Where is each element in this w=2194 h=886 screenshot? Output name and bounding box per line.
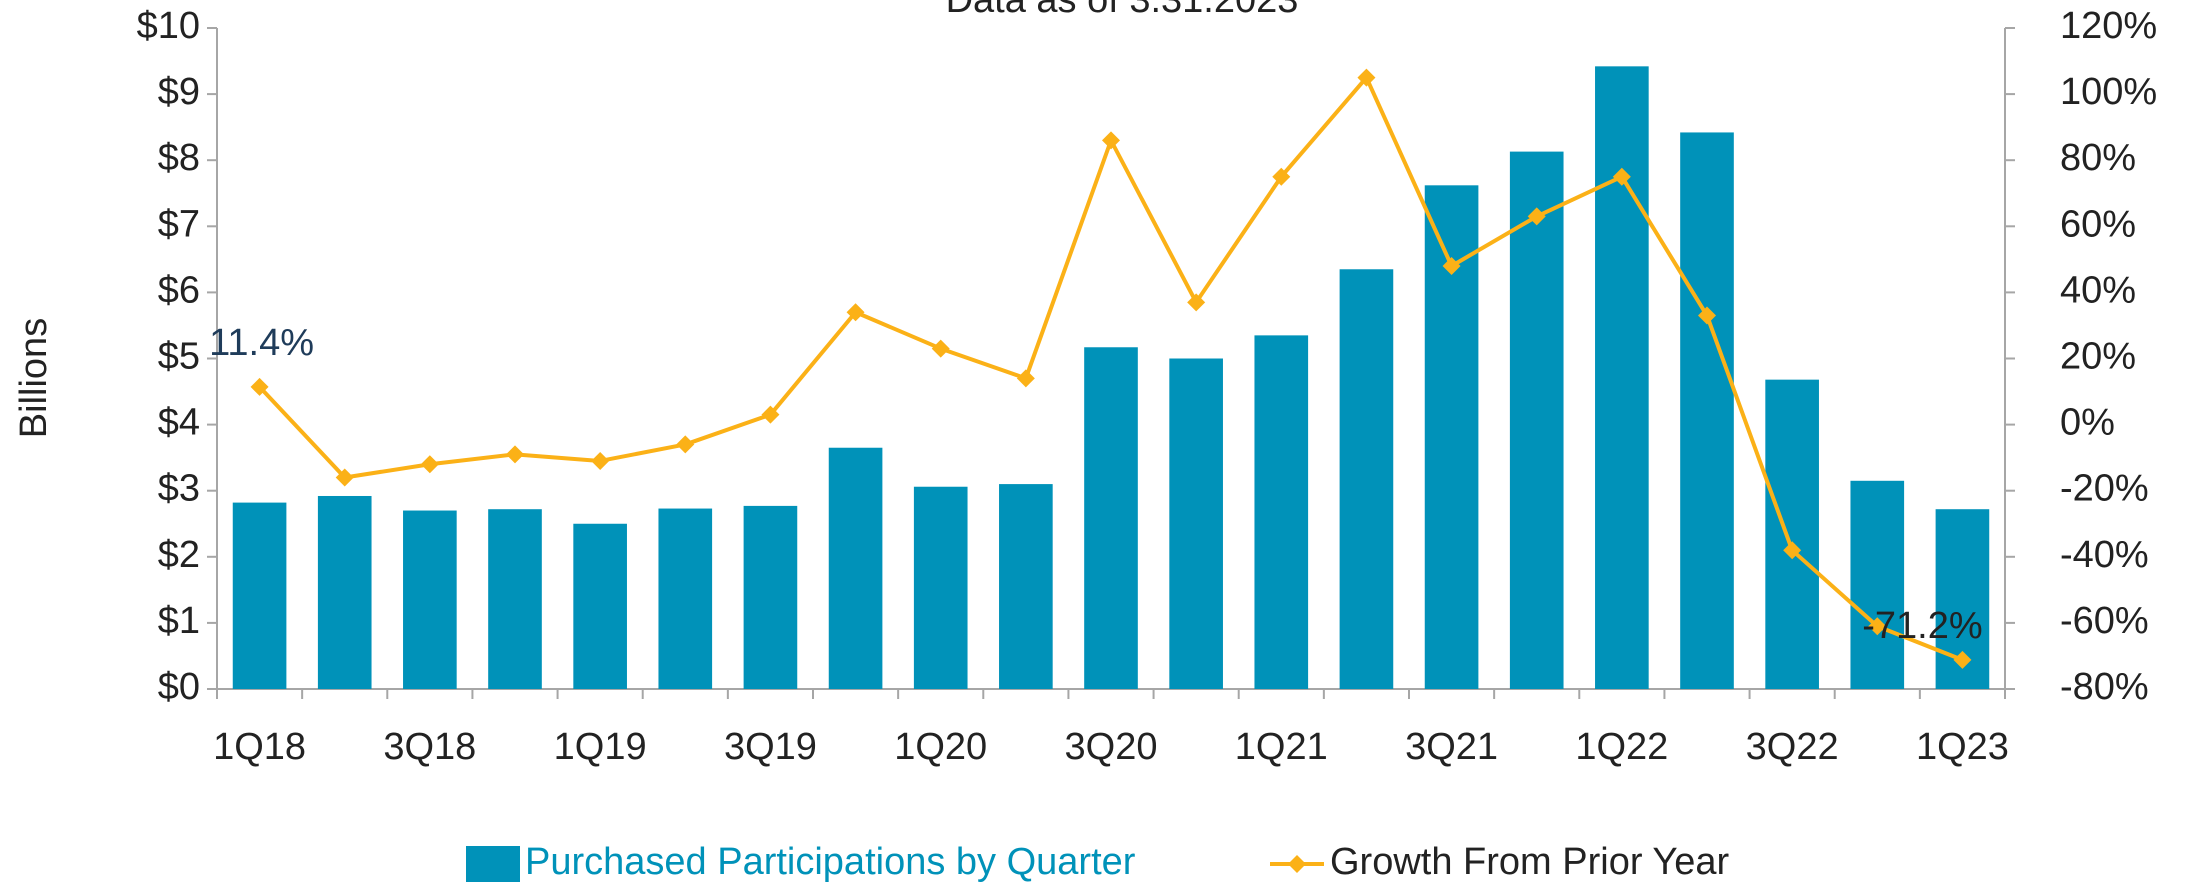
bar [317,495,372,689]
x-tick-label: 3Q21 [1405,726,1498,768]
line-marker [1442,256,1461,275]
x-tick-label: 3Q19 [724,726,817,768]
line-marker [1527,207,1546,226]
line-marker [846,303,865,322]
data-label: 11.4% [209,322,314,364]
bar [1509,151,1564,689]
y-axis-label: Billions [13,318,55,438]
bar [913,486,968,689]
x-tick-label: 3Q20 [1065,726,1158,768]
y-tick-label: $8 [158,137,200,179]
legend-swatch [1288,855,1306,873]
line-marker [1187,293,1206,312]
bar [999,484,1053,689]
line-marker [1357,68,1376,87]
x-tick-label: 3Q18 [383,726,476,768]
bar [828,447,883,689]
y-tick-label: $9 [158,71,200,113]
line-marker [1868,617,1887,636]
x-tick-label: 1Q20 [894,726,987,768]
y2-tick-label: -40% [2060,534,2149,576]
line-marker [1102,131,1120,150]
y-tick-label: $7 [158,203,200,245]
bar [1680,132,1734,690]
y-tick-label: $6 [158,269,200,311]
bar [1339,269,1394,689]
bar [488,509,542,689]
line-marker [1612,167,1631,186]
bar [573,523,627,689]
y2-tick-label: 100% [2060,71,2157,113]
y2-tick-label: 40% [2060,269,2136,311]
y2-tick-label: 0% [2060,402,2115,444]
line-marker [250,377,269,396]
line-marker [420,455,439,474]
legend-swatch [466,846,520,882]
bar [403,510,457,689]
line-marker [1953,650,1972,669]
line-marker [931,339,950,358]
chart-subtitle: Data as of 3.31.2023 [946,0,1299,21]
x-tick-label: 1Q22 [1575,726,1668,768]
x-tick-label: 1Q21 [1235,726,1328,768]
y-tick-label: $5 [158,336,200,378]
line-marker [506,445,524,464]
y-tick-label: $10 [137,5,200,47]
line-marker [1698,306,1716,325]
y2-tick-label: 80% [2060,137,2136,179]
y-tick-label: $2 [158,534,200,576]
y2-tick-label: 120% [2060,5,2157,47]
y2-tick-label: -60% [2060,600,2149,642]
y2-tick-label: 20% [2060,336,2136,378]
line-marker [1016,369,1035,388]
y2-tick-label: 60% [2060,203,2136,245]
bar [1595,66,1649,689]
y-tick-label: $4 [158,402,200,444]
y-tick-label: $1 [158,600,200,642]
y2-tick-label: -80% [2060,666,2149,708]
line-marker [761,405,780,424]
x-tick-label: 1Q19 [554,726,647,768]
line-marker [1272,167,1291,186]
y-tick-label: $3 [158,468,200,510]
bar [232,502,287,689]
line-marker [335,468,354,487]
legend-label: Growth From Prior Year [1330,841,1729,883]
bar [743,505,798,689]
line-marker [591,451,610,470]
x-tick-label: 1Q23 [1916,726,2009,768]
bar [1850,480,1905,689]
data-label: -71.2% [1862,605,1982,647]
line-marker [676,435,695,454]
bar [658,508,713,689]
bar [1084,347,1138,689]
y2-tick-label: -20% [2060,468,2149,510]
x-tick-label: 1Q18 [213,726,306,768]
y-tick-label: $0 [158,666,200,708]
legend-label: Purchased Participations by Quarter [525,841,1136,883]
line-marker [1783,541,1802,560]
bar [1254,335,1309,689]
bar [1169,358,1223,689]
bar [1765,379,1819,689]
x-tick-label: 3Q22 [1746,726,1839,768]
